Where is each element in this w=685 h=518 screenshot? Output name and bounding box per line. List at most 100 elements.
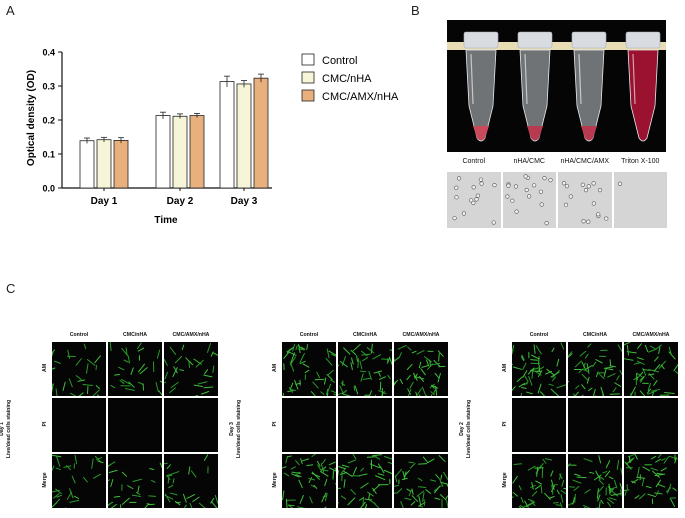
stained-cell <box>655 344 662 350</box>
stained-cell <box>164 462 168 465</box>
rbc-cell <box>456 176 462 181</box>
stained-cell <box>626 345 630 356</box>
stained-cell <box>438 353 440 362</box>
row-header: Merge <box>272 472 278 488</box>
stained-cell <box>195 359 204 368</box>
stained-cell <box>673 364 678 372</box>
stained-cell <box>287 504 294 508</box>
stained-cell <box>320 469 329 472</box>
stained-cell <box>556 384 566 389</box>
rbc-cell <box>524 187 529 193</box>
rbc-cell <box>471 185 476 190</box>
stained-cell <box>593 474 602 481</box>
stained-cell <box>383 455 392 460</box>
stained-cell <box>647 390 657 395</box>
stained-cell <box>440 474 443 480</box>
stained-cell <box>52 454 62 458</box>
rbc-cell <box>544 221 549 226</box>
stained-cell <box>551 485 554 495</box>
stained-cell <box>418 463 428 465</box>
stained-cell <box>282 392 284 396</box>
stained-cell <box>174 500 181 506</box>
stained-cell <box>71 475 76 484</box>
stained-cell <box>326 374 333 381</box>
stained-cell <box>310 484 317 488</box>
tube-highlight <box>578 53 582 105</box>
stained-cell <box>361 353 371 356</box>
stained-cell <box>418 495 422 507</box>
stained-cell <box>603 366 613 369</box>
stained-cell <box>550 371 560 378</box>
stained-cell <box>651 391 654 396</box>
stained-cell <box>572 497 576 505</box>
stained-cell <box>352 343 361 352</box>
stained-cell <box>347 459 356 464</box>
stained-cell <box>295 460 300 466</box>
stained-cell <box>531 490 538 497</box>
stained-cell <box>616 375 620 381</box>
stained-cell <box>626 351 637 354</box>
column-header: CMC/AMX/nHA <box>402 332 440 338</box>
panel-letter-c: C <box>6 281 16 296</box>
fluorescence-tile <box>282 342 336 396</box>
stained-cell <box>290 382 294 389</box>
stained-cell <box>631 480 636 484</box>
stained-cell <box>374 394 377 396</box>
stained-cell <box>668 346 673 356</box>
stained-cell <box>295 345 298 351</box>
stained-cell <box>73 495 80 499</box>
rbc-cell <box>561 181 567 186</box>
stained-cell <box>338 487 341 489</box>
stained-cell <box>544 458 553 461</box>
stained-cell <box>560 342 565 350</box>
stained-cell <box>321 492 327 503</box>
stained-cell <box>183 504 187 508</box>
stained-cell <box>542 458 547 464</box>
stained-cell <box>377 371 381 377</box>
column-header: Control <box>299 332 319 338</box>
day-label: Day 3 <box>229 422 235 436</box>
stained-cell <box>610 488 614 493</box>
stained-cell <box>302 363 310 368</box>
stained-cell <box>522 370 528 378</box>
stained-cell <box>360 482 369 489</box>
fluorescence-tile <box>568 454 622 508</box>
stained-cell <box>519 506 522 508</box>
fluorescence-tile <box>52 342 106 396</box>
stained-cell <box>333 393 336 396</box>
stained-cell <box>52 349 55 354</box>
stained-cell <box>596 488 599 499</box>
stained-cell <box>188 466 191 475</box>
stained-cell <box>369 463 380 469</box>
stained-cell <box>212 365 215 373</box>
stained-cell <box>339 472 348 475</box>
stained-cell <box>210 497 215 504</box>
column-header: CMC/nHA <box>583 332 607 338</box>
stained-cell <box>569 486 575 488</box>
stained-cell <box>430 384 435 389</box>
stained-cell <box>414 373 418 379</box>
stained-cell <box>377 463 381 469</box>
stained-cell <box>121 471 128 477</box>
stained-cell <box>595 359 603 364</box>
stained-cell <box>521 386 527 389</box>
stained-cell <box>531 370 542 373</box>
stained-cell <box>119 379 125 384</box>
microscopy-image <box>558 172 612 228</box>
stained-cell <box>535 480 542 485</box>
stained-cell <box>360 501 366 508</box>
stained-cell <box>407 388 411 395</box>
stained-cell <box>648 348 657 353</box>
stained-cell <box>316 371 321 379</box>
fluorescence-tile <box>108 454 162 508</box>
microscopy-image <box>613 172 667 228</box>
stained-cell <box>288 346 295 351</box>
stained-cell <box>645 485 652 489</box>
stained-cell <box>159 380 162 383</box>
stained-cell <box>397 344 407 350</box>
stained-cell <box>155 382 159 393</box>
stained-cell <box>108 469 118 473</box>
tube-cap <box>571 31 607 49</box>
y-tick-label: 0.4 <box>42 48 55 58</box>
stained-cell <box>636 372 643 378</box>
